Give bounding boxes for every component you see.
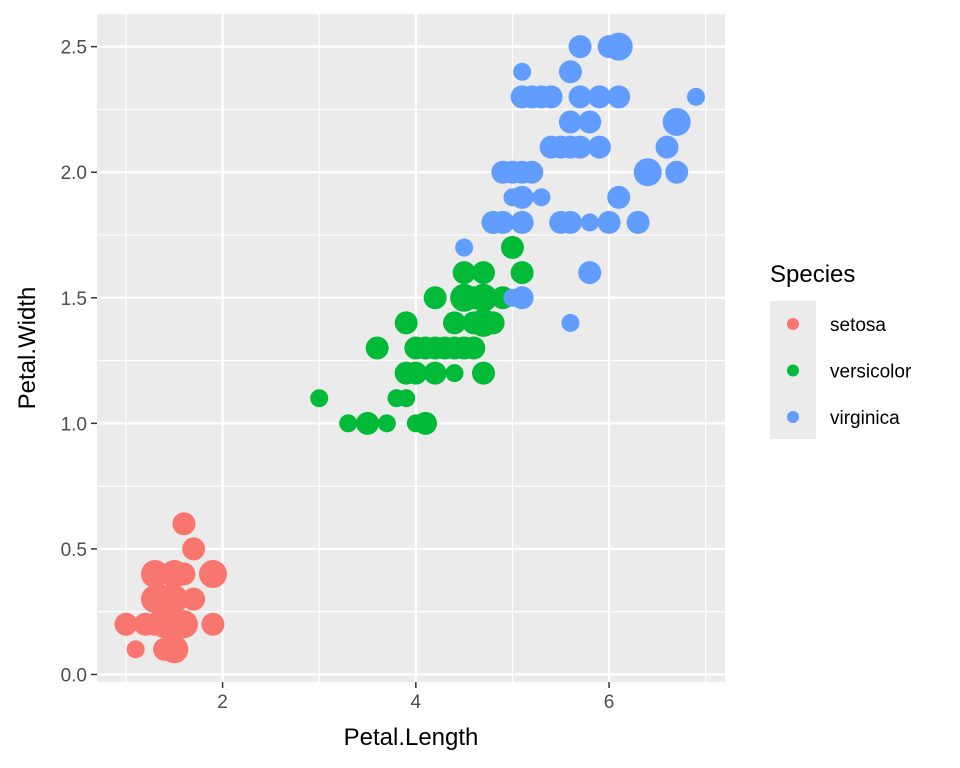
data-point-versicolor bbox=[394, 311, 418, 335]
data-point-virginica bbox=[580, 213, 599, 232]
data-point-virginica bbox=[558, 60, 582, 84]
data-point-virginica bbox=[491, 210, 515, 234]
data-point-versicolor bbox=[404, 361, 428, 385]
data-point-virginica bbox=[568, 85, 592, 109]
y-tick-label: 2.0 bbox=[61, 163, 87, 184]
data-point-virginica bbox=[513, 62, 532, 81]
data-point-virginica bbox=[539, 85, 563, 109]
legend: Species setosa versicolor virginica bbox=[770, 261, 912, 439]
legend-key-virginica bbox=[787, 411, 799, 423]
x-tick-label: 2 bbox=[217, 692, 228, 713]
data-point-versicolor bbox=[462, 336, 486, 360]
data-point-setosa bbox=[172, 512, 196, 536]
axes: 2 4 6 0.0 0.5 1.0 1.5 2.0 2.5 bbox=[61, 38, 615, 713]
data-point-setosa bbox=[126, 640, 145, 659]
data-point-virginica bbox=[604, 32, 633, 61]
data-point-virginica bbox=[578, 110, 602, 134]
data-point-virginica bbox=[520, 160, 544, 184]
legend-label-setosa: setosa bbox=[830, 315, 886, 336]
data-point-setosa bbox=[114, 612, 138, 636]
data-point-setosa bbox=[160, 635, 189, 664]
data-point-versicolor bbox=[471, 261, 495, 285]
legend-label-versicolor: versicolor bbox=[830, 362, 912, 383]
data-point-virginica bbox=[587, 85, 611, 109]
y-tick-label: 2.5 bbox=[61, 38, 87, 59]
data-point-setosa bbox=[201, 612, 225, 636]
x-tick-label: 6 bbox=[604, 692, 615, 713]
y-axis-title: Petal.Width bbox=[14, 287, 41, 410]
data-point-versicolor bbox=[500, 236, 524, 260]
data-points bbox=[114, 32, 706, 664]
data-point-virginica bbox=[626, 210, 650, 234]
data-point-setosa bbox=[160, 585, 189, 614]
data-point-versicolor bbox=[397, 389, 416, 408]
legend-label-virginica: virginica bbox=[830, 408, 900, 429]
data-point-versicolor bbox=[413, 411, 437, 435]
data-point-virginica bbox=[558, 110, 582, 134]
x-tick-label: 4 bbox=[411, 692, 422, 713]
data-point-virginica bbox=[532, 188, 551, 207]
data-point-versicolor bbox=[452, 261, 476, 285]
data-point-versicolor bbox=[471, 361, 495, 385]
legend-key-versicolor bbox=[787, 364, 799, 377]
data-point-virginica bbox=[455, 238, 474, 257]
data-point-virginica bbox=[597, 210, 621, 234]
data-point-virginica bbox=[578, 261, 602, 285]
data-point-setosa bbox=[182, 537, 206, 561]
legend-key-setosa bbox=[787, 318, 799, 330]
data-point-virginica bbox=[633, 158, 662, 187]
data-point-setosa bbox=[140, 560, 169, 589]
y-tick-label: 1.0 bbox=[61, 414, 87, 435]
data-point-setosa bbox=[182, 587, 206, 611]
data-point-virginica bbox=[662, 107, 691, 136]
data-point-virginica bbox=[607, 85, 631, 109]
x-axis-title: Petal.Length bbox=[344, 724, 479, 751]
data-point-virginica bbox=[558, 210, 582, 234]
data-point-virginica bbox=[510, 286, 534, 310]
data-point-versicolor bbox=[339, 414, 358, 433]
data-point-setosa bbox=[172, 562, 196, 586]
data-point-virginica bbox=[561, 313, 580, 332]
data-point-versicolor bbox=[377, 414, 396, 433]
data-point-versicolor bbox=[481, 311, 505, 335]
y-tick-label: 1.5 bbox=[61, 289, 87, 310]
data-point-versicolor bbox=[423, 361, 447, 385]
data-point-virginica bbox=[587, 135, 611, 159]
data-point-virginica bbox=[568, 35, 592, 59]
data-point-versicolor bbox=[310, 389, 329, 408]
data-point-versicolor bbox=[469, 283, 498, 312]
data-point-setosa bbox=[169, 610, 198, 639]
data-point-versicolor bbox=[442, 311, 466, 335]
data-point-virginica bbox=[665, 160, 689, 184]
y-tick-label: 0.0 bbox=[61, 665, 87, 686]
data-point-virginica bbox=[607, 185, 631, 209]
data-point-versicolor bbox=[423, 286, 447, 310]
legend-title: Species bbox=[770, 261, 855, 288]
data-point-virginica bbox=[510, 210, 534, 234]
data-point-setosa bbox=[198, 560, 227, 589]
data-point-virginica bbox=[687, 87, 706, 106]
data-point-versicolor bbox=[510, 261, 534, 285]
data-point-virginica bbox=[510, 185, 534, 209]
data-point-versicolor bbox=[356, 411, 380, 435]
data-point-versicolor bbox=[445, 364, 464, 383]
data-point-virginica bbox=[568, 135, 592, 159]
y-tick-label: 0.5 bbox=[61, 540, 87, 561]
data-point-virginica bbox=[655, 135, 679, 159]
data-point-versicolor bbox=[365, 336, 389, 360]
